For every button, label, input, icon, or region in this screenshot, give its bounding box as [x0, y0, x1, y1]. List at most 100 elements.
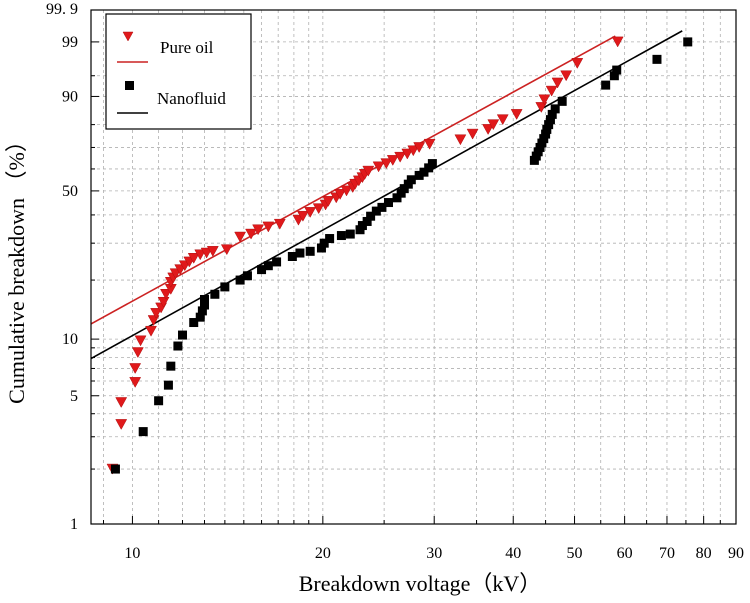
pure-oil-point [407, 145, 420, 157]
x-tick-label: 30 [426, 545, 442, 562]
pure-oil-point [551, 77, 564, 89]
pure-oil-point [545, 85, 558, 97]
pure-oil-point [273, 218, 286, 230]
nanofluid-point [542, 124, 552, 134]
pure-oil-point [129, 377, 142, 388]
x-tick-label: 50 [567, 545, 583, 562]
pure-oil-point [401, 148, 414, 160]
nanofluid-point [541, 129, 551, 139]
nanofluid-point [325, 234, 335, 244]
pure-oil-point [466, 128, 479, 140]
pure-oil-point [482, 124, 495, 135]
x-tick-label: 80 [696, 545, 712, 562]
pure-oil-point [115, 419, 128, 430]
y-tick-label: 10 [62, 331, 78, 348]
legend-label-nanofluid: Nanofluid [157, 89, 226, 108]
nanofluid-point [173, 341, 183, 351]
legend-marker-pure-oil [122, 31, 134, 42]
nanofluid-point [396, 188, 406, 198]
nanofluid-point [272, 257, 282, 267]
pure-oil-point [187, 253, 200, 264]
nanofluid-point [163, 380, 173, 390]
axis-ticks: 10 20 30 40 50 60 70 80 90 1 5 10 50 90 99 99. 9 [46, 1, 744, 562]
pure-oil-point [252, 224, 265, 236]
y-axis-title: Cumulative breakdown （%） [4, 130, 29, 404]
nanofluid-point [189, 318, 199, 328]
y-tick-label: 5 [70, 388, 78, 405]
pure-oil-point [334, 189, 347, 200]
nanofluid-point [210, 289, 220, 299]
y-tick-label: 99 [62, 34, 78, 51]
x-tick-label: 40 [505, 545, 521, 562]
nanofluid-point [345, 229, 355, 239]
pure-oil-point [496, 114, 509, 126]
y-tick-label: 1 [70, 516, 78, 533]
legend-marker-nanofluid [125, 81, 134, 90]
y-tick-label: 99. 9 [46, 1, 78, 18]
pure-oil-point [394, 151, 407, 163]
pure-oil-point [234, 231, 247, 243]
x-tick-label: 60 [617, 545, 633, 562]
nanofluid-point [357, 221, 367, 231]
nanofluid-point [609, 71, 619, 81]
nanofluid-point [195, 312, 205, 322]
legend-box [105, 13, 252, 130]
pure-oil-point [312, 203, 325, 215]
pure-oil-point [571, 58, 584, 69]
nanofluid-point [544, 120, 554, 130]
y-tick-label: 90 [62, 88, 78, 105]
pure-oil-point [362, 165, 375, 177]
nanofluid-point [178, 330, 188, 340]
pure-oil-point [157, 296, 170, 308]
pure-oil-point [560, 70, 573, 82]
pure-oil-point [510, 109, 523, 120]
pure-oil-point [322, 196, 335, 207]
nanofluid-point [316, 243, 326, 253]
pure-oil-point [372, 161, 385, 173]
nanofluid-point [138, 427, 148, 437]
nanofluid-point [197, 306, 207, 316]
pure-oil-point [245, 228, 257, 240]
legend-label-pure-oil: Pure oil [160, 38, 214, 57]
y-tick-label: 50 [62, 183, 78, 200]
pure-oil-point [380, 158, 393, 170]
pure-oil-point [413, 142, 426, 153]
pure-oil-point [296, 210, 309, 222]
x-tick-label: 70 [659, 545, 675, 562]
pure-oil-point [150, 308, 163, 319]
nanofluid-point [392, 193, 402, 203]
nanofluid-point [371, 206, 381, 216]
x-tick-label: 10 [124, 545, 140, 562]
pure-oil-point [160, 289, 172, 300]
nanofluid-point [419, 167, 429, 177]
nanofluid-point [652, 54, 662, 64]
pure-oil-point [115, 397, 128, 408]
pure-oil-point [611, 36, 624, 48]
nanofluid-point [200, 294, 210, 304]
pure-oil-point [535, 102, 548, 113]
nanofluid-point [220, 282, 230, 292]
pure-oil-point [145, 325, 157, 337]
pure-oil-point [487, 119, 500, 131]
nanofluid-point [154, 396, 164, 406]
pure-oil-point [220, 244, 233, 256]
nanofluid-point [110, 464, 120, 474]
nanofluid-point [287, 251, 297, 261]
pure-oil-point [131, 347, 144, 359]
pure-oil-point [304, 207, 317, 218]
nanofluid-point [377, 202, 387, 212]
nanofluid-point [545, 115, 555, 125]
nanofluid-point [235, 275, 245, 285]
nanofluid-point [366, 211, 376, 221]
pure-oil-point [423, 138, 436, 150]
nanofluid-point [539, 134, 549, 144]
nanofluid-point [427, 159, 437, 169]
nanofluid-point [257, 265, 267, 275]
pure-oil-point [386, 155, 399, 166]
nanofluid-point [601, 80, 611, 90]
nanofluid-point [166, 361, 176, 371]
nanofluid-point [295, 248, 305, 258]
nanofluid-point [383, 198, 393, 208]
data-points [106, 36, 693, 475]
